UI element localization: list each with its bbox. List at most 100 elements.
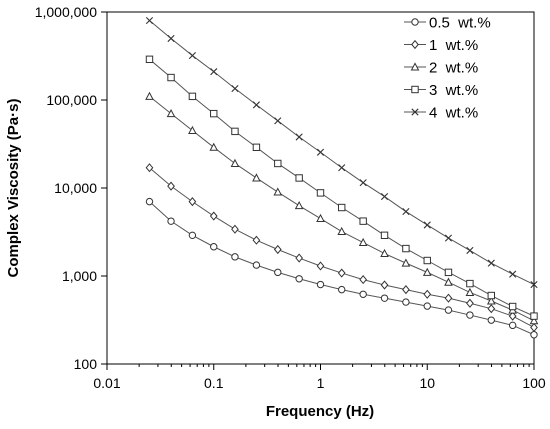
legend-marker xyxy=(411,85,419,94)
data-point xyxy=(209,211,218,221)
data-point xyxy=(423,256,431,265)
data-point xyxy=(508,311,517,321)
data-point xyxy=(444,306,453,314)
data-point xyxy=(188,92,197,101)
data-point xyxy=(145,163,154,173)
cross-stroke xyxy=(530,280,538,289)
data-point xyxy=(359,275,368,285)
series-1 xyxy=(145,197,538,339)
cross-stroke xyxy=(423,221,431,229)
data-point xyxy=(295,275,303,283)
data-point xyxy=(295,133,303,141)
x-tick-label: 10 xyxy=(419,375,435,391)
data-point xyxy=(274,268,282,277)
series-line xyxy=(149,201,535,336)
legend-marker xyxy=(411,39,419,50)
series-4 xyxy=(145,55,538,320)
data-point xyxy=(423,302,431,310)
data-point xyxy=(210,68,218,76)
legend: 0.5 wt.% 1 wt.% 2 wt.% 3 wt.% 4 wt.% xyxy=(404,15,491,122)
legend-marker xyxy=(411,108,419,116)
data-point xyxy=(252,235,261,245)
y-tick-label: 100,000 xyxy=(46,92,97,108)
data-point xyxy=(487,316,495,324)
data-point xyxy=(359,179,367,187)
data-point xyxy=(188,51,196,60)
data-point xyxy=(231,127,239,136)
cross-stroke xyxy=(402,207,410,216)
data-point xyxy=(401,258,411,267)
x-tick-label: 0.01 xyxy=(93,375,120,391)
data-point xyxy=(423,221,431,229)
legend-entry: 0.5 wt.% xyxy=(404,15,491,32)
data-point xyxy=(294,200,304,210)
data-point xyxy=(358,237,368,247)
data-point xyxy=(295,253,304,263)
data-point xyxy=(402,207,410,216)
legend-label: 3 wt.% xyxy=(429,82,478,99)
data-point xyxy=(316,280,325,289)
cross-stroke xyxy=(295,133,303,141)
data-point xyxy=(316,261,325,271)
data-point xyxy=(530,331,538,339)
cross-stroke xyxy=(466,246,474,255)
x-axis-title: Frequency (Hz) xyxy=(266,403,374,420)
legend-label: 0.5 wt.% xyxy=(429,15,491,32)
data-point xyxy=(167,34,175,43)
y-tick-label: 1,000 xyxy=(62,268,97,284)
data-point xyxy=(188,197,197,207)
cross-stroke xyxy=(444,234,453,242)
data-point xyxy=(252,173,261,182)
data-point xyxy=(508,302,517,311)
data-point xyxy=(466,311,474,319)
legend-entry: 3 wt.% xyxy=(404,82,478,99)
data-point xyxy=(252,143,261,152)
data-point xyxy=(338,203,346,212)
y-axis-title: Complex Viscosity (Pa·s) xyxy=(5,99,22,278)
data-point xyxy=(444,277,453,286)
data-point xyxy=(145,91,154,100)
data-point xyxy=(402,285,410,295)
legend-label: 4 wt.% xyxy=(429,105,478,122)
cross-stroke xyxy=(380,192,389,201)
cross-stroke xyxy=(167,34,175,43)
data-point xyxy=(402,244,410,253)
series-5 xyxy=(145,16,538,289)
data-point xyxy=(466,246,474,255)
data-point xyxy=(145,16,154,25)
data-point xyxy=(252,261,261,269)
data-point xyxy=(230,158,240,167)
data-point xyxy=(316,189,325,197)
data-point xyxy=(380,248,389,258)
data-point xyxy=(337,226,347,236)
data-point xyxy=(422,267,432,276)
data-point xyxy=(273,187,283,196)
data-point xyxy=(487,291,495,300)
cross-stroke xyxy=(359,179,367,187)
data-point xyxy=(530,322,538,333)
data-point xyxy=(465,287,475,296)
legend-entry: 4 wt.% xyxy=(404,105,478,122)
data-point xyxy=(167,73,175,82)
data-point xyxy=(530,280,538,289)
data-point xyxy=(188,125,197,135)
data-point xyxy=(380,280,389,290)
cross-stroke xyxy=(210,68,218,76)
y-tick-label: 100 xyxy=(74,356,98,372)
data-point xyxy=(209,142,219,151)
legend-entry: 1 wt.% xyxy=(404,37,478,54)
data-point xyxy=(231,224,239,234)
data-point xyxy=(273,244,282,255)
data-point xyxy=(145,55,154,64)
data-point xyxy=(509,270,517,278)
series-3 xyxy=(145,91,539,325)
cross-stroke xyxy=(509,270,517,278)
data-point xyxy=(444,268,453,277)
cross-stroke xyxy=(338,164,346,172)
legend-label: 2 wt.% xyxy=(429,60,478,77)
plot-area xyxy=(145,16,539,339)
data-point xyxy=(529,316,539,325)
data-point xyxy=(316,148,325,156)
data-point xyxy=(466,298,474,308)
